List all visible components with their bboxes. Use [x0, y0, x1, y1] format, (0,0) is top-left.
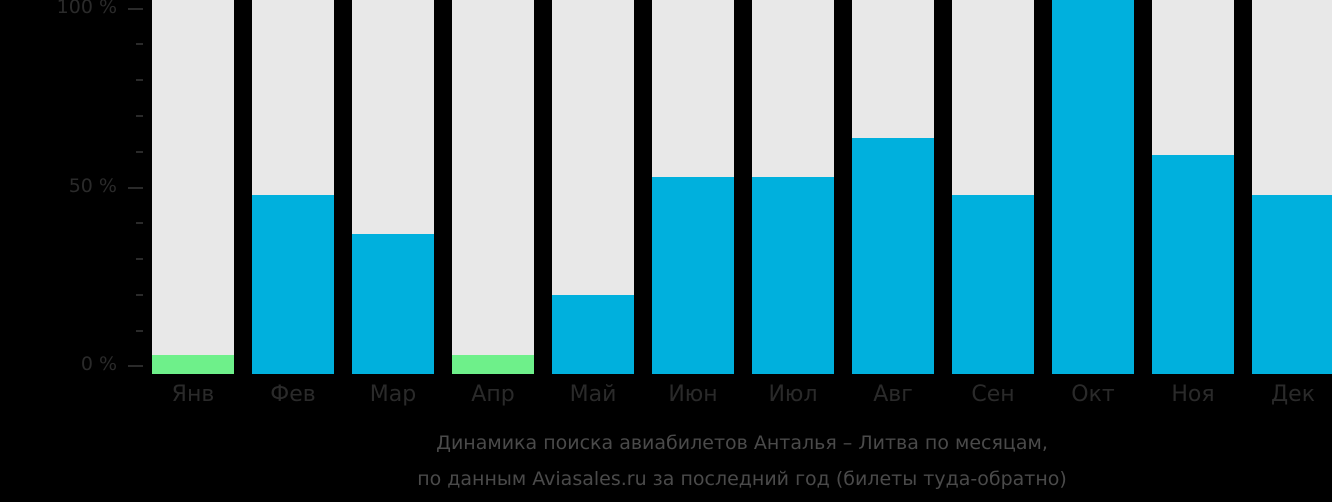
bar-9 [1052, 0, 1134, 374]
y-tick-label-100: 100 % [56, 0, 117, 18]
bar-6 [752, 0, 834, 374]
bar-fill [252, 194, 334, 374]
bar-fill [352, 233, 434, 374]
x-tick-label: Июн [668, 382, 718, 407]
y-tick-major [128, 187, 143, 189]
bar-fill [752, 176, 834, 374]
x-tick-label: Ноя [1171, 382, 1215, 407]
y-tick-minor [136, 115, 143, 117]
y-tick-major [128, 8, 143, 10]
chart-title: Динамика поиска авиабилетов Анталья – Ли… [436, 432, 1048, 454]
x-tick-label: Окт [1071, 382, 1115, 407]
bar-0 [152, 0, 234, 374]
x-tick-label: Фев [270, 382, 316, 407]
y-tick-major [128, 365, 143, 367]
y-tick-label-50: 50 % [68, 175, 117, 197]
bar-1 [252, 0, 334, 374]
bar-2 [352, 0, 434, 374]
bar-5 [652, 0, 734, 374]
x-tick-label: Дек [1270, 382, 1315, 407]
bar-fill [652, 176, 734, 374]
bar-4 [552, 0, 634, 374]
bar-fill [1152, 155, 1234, 374]
y-tick-label-0: 0 % [80, 353, 117, 375]
x-tick-label: Апр [471, 382, 515, 407]
y-tick-minor [136, 294, 143, 296]
bar-fill [452, 355, 534, 374]
x-tick-label: Сен [971, 382, 1015, 407]
bar-8 [952, 0, 1034, 374]
y-tick-minor [136, 258, 143, 260]
bar-fill [552, 294, 634, 374]
y-tick-minor [136, 43, 143, 45]
x-tick-label: Янв [171, 382, 215, 407]
x-tick-label: Июл [768, 382, 818, 407]
bar-fill [1052, 0, 1134, 374]
bar-3 [452, 0, 534, 374]
y-tick-minor [136, 151, 143, 153]
x-tick-label: Мар [369, 382, 417, 407]
bar-fill [1252, 194, 1332, 374]
x-tick-label: Авг [873, 382, 913, 407]
bar-7 [852, 0, 934, 374]
bar-10 [1152, 0, 1234, 374]
chart-subtitle: по данным Aviasales.ru за последний год … [417, 468, 1067, 490]
bar-fill [152, 355, 234, 374]
y-tick-minor [136, 222, 143, 224]
y-tick-minor [136, 330, 143, 332]
y-tick-minor [136, 79, 143, 81]
bar-11 [1252, 0, 1332, 374]
bar-fill [952, 194, 1034, 374]
bar-fill [852, 137, 934, 374]
x-tick-label: Май [569, 382, 617, 407]
